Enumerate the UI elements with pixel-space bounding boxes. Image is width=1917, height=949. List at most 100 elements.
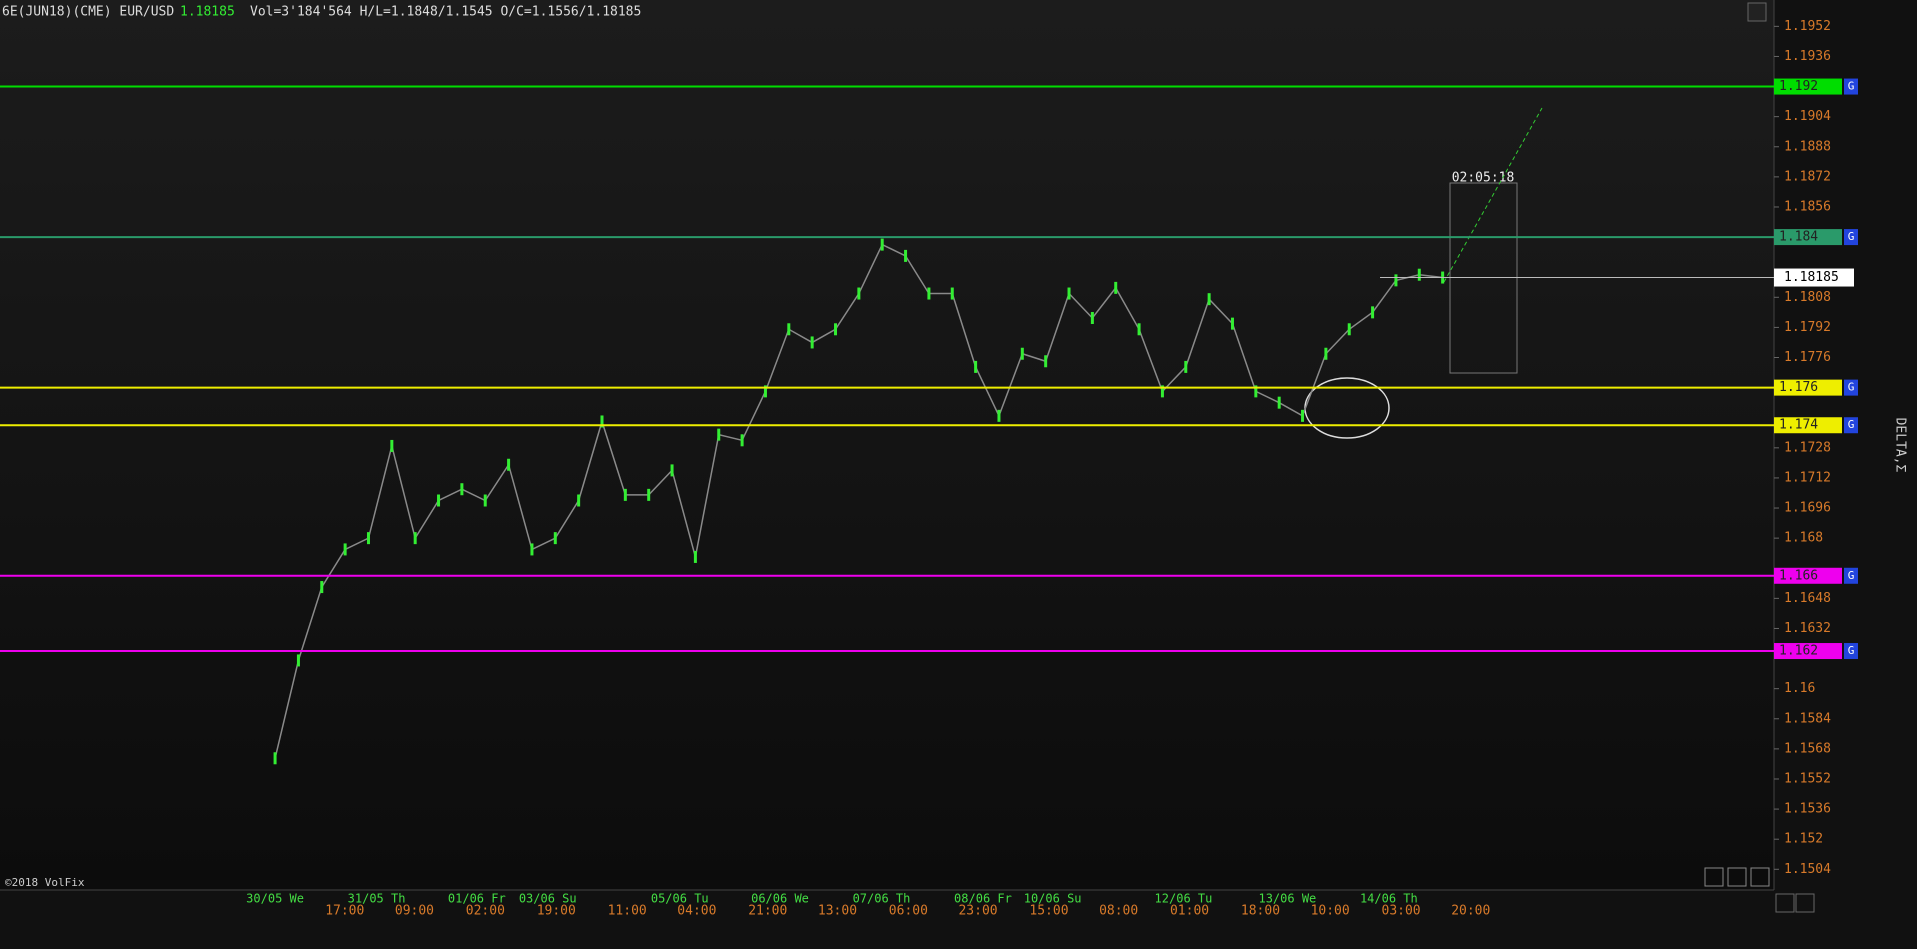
level-label: 1.192 — [1779, 79, 1818, 94]
price-bar — [437, 494, 441, 507]
plot-area — [0, 0, 1774, 890]
x-time-label: 15:00 — [1029, 904, 1068, 919]
x-time-label: 10:00 — [1311, 904, 1350, 919]
x-date-label: 12/06 Tu — [1155, 892, 1213, 906]
pencil-button[interactable] — [1747, 2, 1767, 22]
y-tick-label: 1.16 — [1784, 681, 1815, 696]
scroll-right[interactable] — [1795, 893, 1815, 913]
x-time-label: 01:00 — [1170, 904, 1209, 919]
price-bar — [1184, 360, 1188, 373]
price-bar — [1301, 409, 1305, 422]
level-button-label: G — [1848, 644, 1855, 657]
level-button-label: G — [1848, 569, 1855, 582]
x-date-label: 06/06 We — [751, 892, 809, 906]
y-tick-label: 1.168 — [1784, 531, 1823, 546]
price-bar — [1277, 396, 1281, 409]
level-label-box — [1774, 643, 1842, 660]
level-button-label: G — [1848, 418, 1855, 431]
level-label-box — [1774, 78, 1842, 95]
price-bar — [577, 494, 581, 507]
y-tick-label: 1.152 — [1784, 832, 1823, 847]
price-bar — [763, 385, 767, 398]
x-time-label: 02:00 — [466, 904, 505, 919]
price-bar — [1090, 311, 1094, 324]
price-bar — [553, 532, 557, 545]
price-bar — [834, 323, 838, 336]
level-button — [1844, 567, 1858, 584]
y-tick-label: 1.1712 — [1784, 470, 1831, 485]
y-tick-label: 1.1792 — [1784, 320, 1831, 335]
level-label-box — [1774, 379, 1842, 396]
x-date-label: 14/06 Th — [1360, 892, 1418, 906]
level-button — [1844, 417, 1858, 434]
price-bar — [1044, 355, 1048, 368]
layout-button[interactable] — [1704, 867, 1724, 887]
price-bar — [1324, 347, 1328, 360]
info: Vol=3'184'564 H/L=1.1848/1.1545 O/C=1.15… — [250, 5, 641, 20]
level-label: 1.166 — [1779, 568, 1818, 583]
y-tick-label: 1.1808 — [1784, 290, 1831, 305]
x-date-label: 13/06 We — [1258, 892, 1316, 906]
price-bar — [670, 464, 674, 477]
y-tick-label: 1.1872 — [1784, 169, 1831, 184]
price-bar — [810, 336, 814, 349]
y-tick-label: 1.1856 — [1784, 199, 1831, 214]
x-time-label: 17:00 — [325, 904, 364, 919]
price-bar — [1020, 347, 1024, 360]
trend-line — [1443, 107, 1543, 283]
x-time-label: 06:00 — [889, 904, 928, 919]
price-bar — [366, 532, 370, 545]
x-time-label: 13:00 — [818, 904, 857, 919]
level-label-box — [1774, 567, 1842, 584]
price-bar — [857, 287, 861, 300]
price-bar — [600, 415, 604, 428]
price-bar — [880, 238, 884, 251]
price-bar — [530, 543, 534, 556]
last-price-label: 1.18185 — [1784, 270, 1839, 285]
instrument: 6E(JUN18)(CME) EUR/USD — [2, 5, 174, 20]
level-label-box — [1774, 229, 1842, 246]
fullscreen-button[interactable] — [1750, 867, 1770, 887]
layout-button[interactable] — [1727, 867, 1747, 887]
timer: 02:05:18 — [1452, 171, 1515, 186]
price-bar — [974, 360, 978, 373]
level-label-box — [1774, 417, 1842, 434]
y-tick-label: 1.1648 — [1784, 591, 1831, 606]
price-bar — [927, 287, 931, 300]
price-bar — [483, 494, 487, 507]
price-bar — [1394, 274, 1398, 287]
x-time-label: 08:00 — [1099, 904, 1138, 919]
price-bar — [904, 249, 908, 262]
last-price-box — [1774, 268, 1854, 287]
x-date-label: 30/05 We — [246, 892, 304, 906]
price-bar — [320, 581, 324, 594]
x-time-label: 20:00 — [1451, 904, 1490, 919]
x-time-label: 03:00 — [1382, 904, 1421, 919]
x-time-label: 19:00 — [537, 904, 576, 919]
x-time-label: 04:00 — [677, 904, 716, 919]
price-bar — [787, 323, 791, 336]
x-time-label: 21:00 — [748, 904, 787, 919]
level-button — [1844, 643, 1858, 660]
x-date-label: 05/06 Tu — [651, 892, 709, 906]
price-bar — [693, 550, 697, 563]
price-bar — [740, 434, 744, 447]
x-time-label: 11:00 — [608, 904, 647, 919]
y-tick-label: 1.1728 — [1784, 440, 1831, 455]
level-button — [1844, 78, 1858, 95]
y-tick-label: 1.1696 — [1784, 501, 1831, 516]
price-bar — [296, 654, 300, 667]
y-tick-label: 1.1776 — [1784, 350, 1831, 365]
price-bar — [460, 483, 464, 496]
y-tick-label: 1.1568 — [1784, 741, 1831, 756]
price-bar — [390, 439, 394, 452]
y-tick-label: 1.1888 — [1784, 139, 1831, 154]
price-bar — [1137, 323, 1141, 336]
scroll-left[interactable] — [1775, 893, 1795, 913]
y-tick-label: 1.1536 — [1784, 802, 1831, 817]
price-bar — [1347, 323, 1351, 336]
level-label: 1.184 — [1779, 230, 1818, 245]
price-bar — [623, 488, 627, 501]
level-label: 1.162 — [1779, 644, 1818, 659]
